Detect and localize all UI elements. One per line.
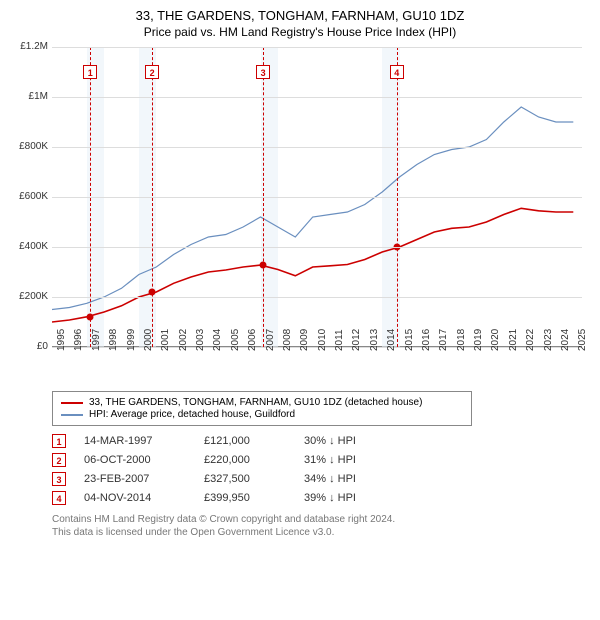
gridline	[52, 97, 582, 98]
x-axis-label: 2007	[265, 329, 276, 351]
event-diff: 39% ↓ HPI	[304, 492, 404, 504]
x-axis-label: 2014	[386, 329, 397, 351]
legend-swatch	[61, 414, 83, 416]
footer-line1: Contains HM Land Registry data © Crown c…	[52, 513, 588, 526]
event-price: £220,000	[204, 454, 304, 466]
x-axis-label: 2012	[351, 329, 362, 351]
event-number-box: 1	[52, 434, 66, 448]
x-axis-label: 2006	[247, 329, 258, 351]
x-axis-label: 1999	[126, 329, 137, 351]
x-axis-label: 2022	[525, 329, 536, 351]
event-date: 23-FEB-2007	[84, 473, 204, 485]
y-axis-label: £1M	[12, 91, 48, 102]
event-date: 06-OCT-2000	[84, 454, 204, 466]
gridline	[52, 47, 582, 48]
x-axis-label: 2020	[490, 329, 501, 351]
legend-row: 33, THE GARDENS, TONGHAM, FARNHAM, GU10 …	[61, 397, 463, 408]
chart-title-line2: Price paid vs. HM Land Registry's House …	[12, 25, 588, 39]
x-axis-label: 2001	[160, 329, 171, 351]
x-axis-label: 2002	[178, 329, 189, 351]
x-axis-label: 2004	[212, 329, 223, 351]
event-row: 3 23-FEB-2007£327,50034% ↓ HPI	[52, 472, 588, 486]
x-axis-label: 2023	[543, 329, 554, 351]
gridline	[52, 147, 582, 148]
y-axis-label: £600K	[12, 191, 48, 202]
event-number-box: 2	[52, 453, 66, 467]
legend-swatch	[61, 402, 83, 404]
legend: 33, THE GARDENS, TONGHAM, FARNHAM, GU10 …	[52, 391, 472, 426]
legend-row: HPI: Average price, detached house, Guil…	[61, 409, 463, 420]
sale-marker-box: 1	[83, 65, 97, 79]
event-row: 1 14-MAR-1997£121,00030% ↓ HPI	[52, 434, 588, 448]
event-row: 2 06-OCT-2000£220,00031% ↓ HPI	[52, 453, 588, 467]
x-axis-label: 1998	[108, 329, 119, 351]
x-axis-label: 1995	[56, 329, 67, 351]
chart-area: 1234 £0£200K£400K£600K£800K£1M£1.2M19951…	[12, 47, 588, 387]
x-axis-label: 2019	[473, 329, 484, 351]
gridline	[52, 197, 582, 198]
event-diff: 30% ↓ HPI	[304, 435, 404, 447]
chart-title-line1: 33, THE GARDENS, TONGHAM, FARNHAM, GU10 …	[12, 8, 588, 23]
x-axis-label: 2013	[369, 329, 380, 351]
event-number-box: 3	[52, 472, 66, 486]
series-line	[52, 107, 573, 310]
event-diff: 34% ↓ HPI	[304, 473, 404, 485]
x-axis-label: 2005	[230, 329, 241, 351]
x-axis-label: 2009	[299, 329, 310, 351]
event-number-box: 4	[52, 491, 66, 505]
event-diff: 31% ↓ HPI	[304, 454, 404, 466]
events-table: 1 14-MAR-1997£121,00030% ↓ HPI 2 06-OCT-200…	[52, 434, 588, 505]
x-axis-label: 2011	[334, 329, 345, 351]
event-price: £399,950	[204, 492, 304, 504]
y-axis-label: £0	[12, 341, 48, 352]
x-axis-label: 2021	[508, 329, 519, 351]
series-line	[52, 208, 573, 322]
legend-label: HPI: Average price, detached house, Guil…	[89, 409, 295, 420]
event-price: £327,500	[204, 473, 304, 485]
event-row: 4 04-NOV-2014£399,95039% ↓ HPI	[52, 491, 588, 505]
y-axis-label: £1.2M	[12, 41, 48, 52]
event-price: £121,000	[204, 435, 304, 447]
x-axis-label: 2024	[560, 329, 571, 351]
x-axis-label: 2003	[195, 329, 206, 351]
sale-marker-box: 3	[256, 65, 270, 79]
chart-container: 33, THE GARDENS, TONGHAM, FARNHAM, GU10 …	[0, 0, 600, 547]
legend-label: 33, THE GARDENS, TONGHAM, FARNHAM, GU10 …	[89, 397, 422, 408]
x-axis-label: 2018	[456, 329, 467, 351]
x-axis-label: 2008	[282, 329, 293, 351]
x-axis-label: 2017	[438, 329, 449, 351]
footer-attribution: Contains HM Land Registry data © Crown c…	[52, 513, 588, 539]
sale-dot	[149, 289, 156, 296]
y-axis-label: £400K	[12, 241, 48, 252]
gridline	[52, 297, 582, 298]
x-axis-label: 1996	[73, 329, 84, 351]
sale-marker-box: 4	[390, 65, 404, 79]
sale-dot	[87, 313, 94, 320]
footer-line2: This data is licensed under the Open Gov…	[52, 526, 588, 539]
sale-dot	[260, 262, 267, 269]
y-axis-label: £200K	[12, 291, 48, 302]
event-date: 14-MAR-1997	[84, 435, 204, 447]
y-axis-label: £800K	[12, 141, 48, 152]
x-axis-label: 2015	[404, 329, 415, 351]
x-axis-label: 1997	[91, 329, 102, 351]
sale-marker-box: 2	[145, 65, 159, 79]
x-axis-label: 2010	[317, 329, 328, 351]
x-axis-label: 2016	[421, 329, 432, 351]
x-axis-label: 2000	[143, 329, 154, 351]
x-axis-label: 2025	[577, 329, 588, 351]
event-date: 04-NOV-2014	[84, 492, 204, 504]
gridline	[52, 247, 582, 248]
